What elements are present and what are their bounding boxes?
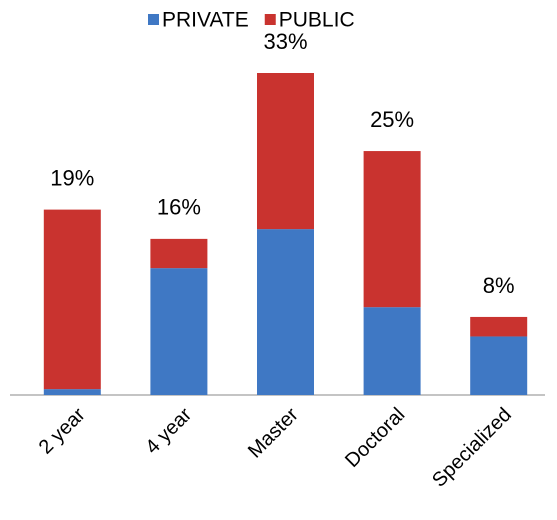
total-label: 19%: [50, 165, 94, 190]
total-label: 8%: [483, 273, 515, 298]
bar-segment: [257, 73, 314, 230]
bar-segment: [43, 209, 101, 390]
legend-label: PRIVATE: [162, 9, 249, 32]
bar-segment: [257, 229, 314, 395]
x-tick-label: 4 year: [141, 403, 196, 458]
legend-swatch: [148, 14, 159, 25]
x-tick-label: Master: [244, 403, 303, 462]
bar-segment: [363, 307, 421, 395]
bar-segment: [363, 151, 421, 308]
legend-label: PUBLIC: [279, 9, 355, 32]
bar-segment: [43, 389, 101, 395]
legend-swatch: [264, 14, 276, 25]
bar-segment: [150, 268, 208, 395]
x-tick-label: Doctoral: [341, 404, 409, 472]
bar-segment: [150, 238, 208, 269]
x-tick-label: Specialized: [428, 404, 516, 492]
total-label: 16%: [157, 195, 201, 220]
total-label: 25%: [370, 107, 414, 132]
bar-segment: [470, 336, 528, 395]
x-tick-label: 2 year: [35, 403, 90, 458]
bar-segment: [470, 316, 528, 337]
total-label: 33%: [263, 29, 307, 54]
